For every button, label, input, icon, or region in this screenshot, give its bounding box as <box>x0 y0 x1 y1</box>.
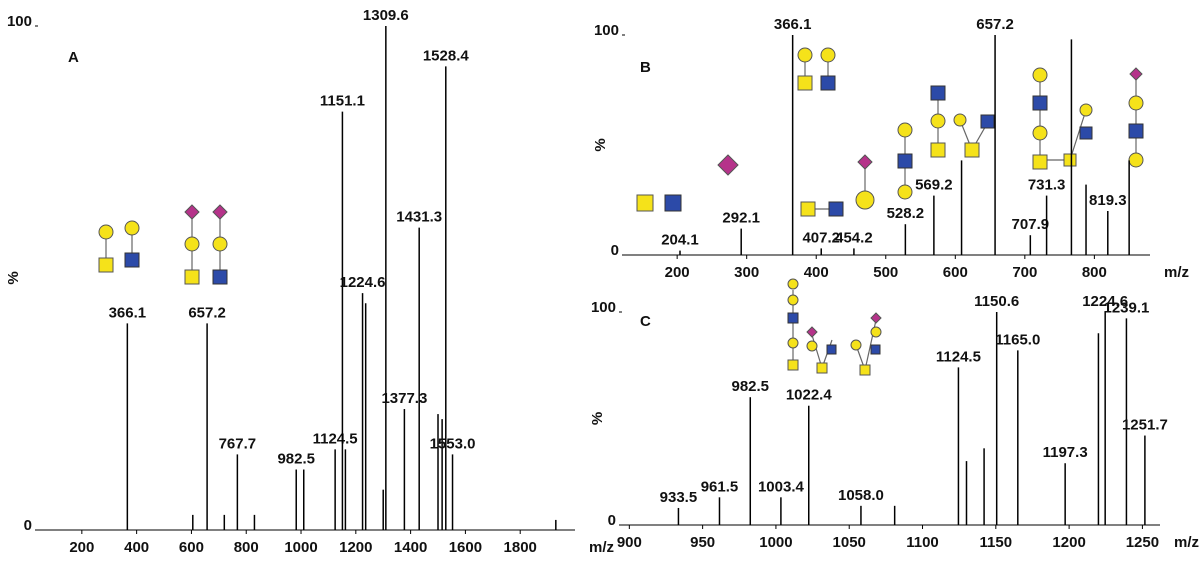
peak-label: 1431.3 <box>396 209 442 226</box>
peak-label: 569.2 <box>915 177 953 194</box>
x-tick-label: 1150 <box>980 534 1013 551</box>
peak-label: 1058.0 <box>838 487 884 504</box>
x-tick-label: 1600 <box>449 539 482 556</box>
y-axis-label: % <box>589 412 606 425</box>
y-tick-label: 100 <box>594 22 619 39</box>
peak-label: 1022.4 <box>786 387 833 404</box>
x-tick-label: 400 <box>124 539 149 556</box>
peak-label: 366.1 <box>109 304 147 321</box>
peak-label: 1124.5 <box>936 348 981 365</box>
x-tick-label: 1400 <box>394 539 427 556</box>
peak-label: 933.5 <box>660 489 698 506</box>
peak-label: 1553.0 <box>430 435 476 452</box>
peak-label: 657.2 <box>188 304 226 321</box>
x-tick-label: 1250 <box>1126 534 1159 551</box>
peak-label: 204.1 <box>661 232 699 249</box>
peak-label: 1165.0 <box>995 331 1040 348</box>
x-tick-label: 800 <box>234 539 259 556</box>
peak-label: 1239.1 <box>1103 299 1149 316</box>
x-tick-label: 600 <box>179 539 204 556</box>
peak-label: 1150.6 <box>974 293 1019 310</box>
y-tick-label: 0 <box>611 242 619 259</box>
peak-label: 1124.5 <box>313 430 358 447</box>
peak-label: 407.2 <box>802 229 840 246</box>
peak-label: 982.5 <box>277 450 315 467</box>
x-tick-label: 1200 <box>339 539 372 556</box>
peak-label: 1309.6 <box>363 7 409 24</box>
peak-label: 1003.4 <box>758 478 805 495</box>
y-tick-label: 0 <box>24 517 32 534</box>
x-tick-label: 950 <box>690 534 715 551</box>
x-tick-label: 1800 <box>504 539 537 556</box>
x-tick-label: 700 <box>1012 264 1037 281</box>
peak-label: 1377.3 <box>381 390 427 407</box>
peak-label: 982.5 <box>731 378 769 395</box>
x-tick-label: 1000 <box>284 539 317 556</box>
panel-title: B <box>640 59 651 76</box>
x-tick-label: 1100 <box>906 534 939 551</box>
x-axis-label: m/z <box>1164 264 1189 281</box>
y-axis-label: % <box>592 138 609 151</box>
y-axis-label: % <box>5 271 22 284</box>
peak-label: 767.7 <box>219 435 257 452</box>
peak-label: 454.2 <box>835 229 873 246</box>
x-tick-label: 600 <box>943 264 968 281</box>
peak-label: 731.3 <box>1028 177 1066 194</box>
glycan-icons <box>98 47 1144 376</box>
peak-label: 1224.6 <box>1082 293 1128 310</box>
y-tick-label: 100 <box>591 299 616 316</box>
peak-label: 1197.3 <box>1043 444 1088 461</box>
peak-label: 1224.6 <box>340 274 386 291</box>
y-tick-label: 100 <box>7 13 32 30</box>
peak-label: 1251.7 <box>1122 417 1168 434</box>
x-tick-label: 200 <box>69 539 94 556</box>
x-tick-label: 1000 <box>759 534 792 551</box>
x-tick-label: 200 <box>665 264 690 281</box>
y-tick-label: 0 <box>608 512 616 529</box>
x-tick-label: 1050 <box>833 534 866 551</box>
panel-title: C <box>640 313 651 330</box>
peak-label: 819.3 <box>1089 192 1127 209</box>
x-axis-label: m/z <box>1174 534 1199 551</box>
peak-label: 961.5 <box>701 478 739 495</box>
peak-label: 366.1 <box>774 16 812 33</box>
panel-title: A <box>68 49 79 66</box>
peak-label: 1151.1 <box>320 93 365 110</box>
peak-label: 292.1 <box>722 210 760 227</box>
peak-label: 707.9 <box>1012 216 1050 233</box>
x-tick-label: 400 <box>804 264 829 281</box>
x-tick-label: 1200 <box>1052 534 1085 551</box>
x-tick-label: 900 <box>617 534 642 551</box>
peak-label: 657.2 <box>976 16 1014 33</box>
x-axis-label: m/z <box>589 539 614 556</box>
peak-label: 1528.4 <box>423 47 470 64</box>
x-tick-label: 500 <box>873 264 898 281</box>
peak-label: 528.2 <box>887 205 925 222</box>
x-tick-label: 800 <box>1082 264 1107 281</box>
x-tick-label: 300 <box>734 264 759 281</box>
